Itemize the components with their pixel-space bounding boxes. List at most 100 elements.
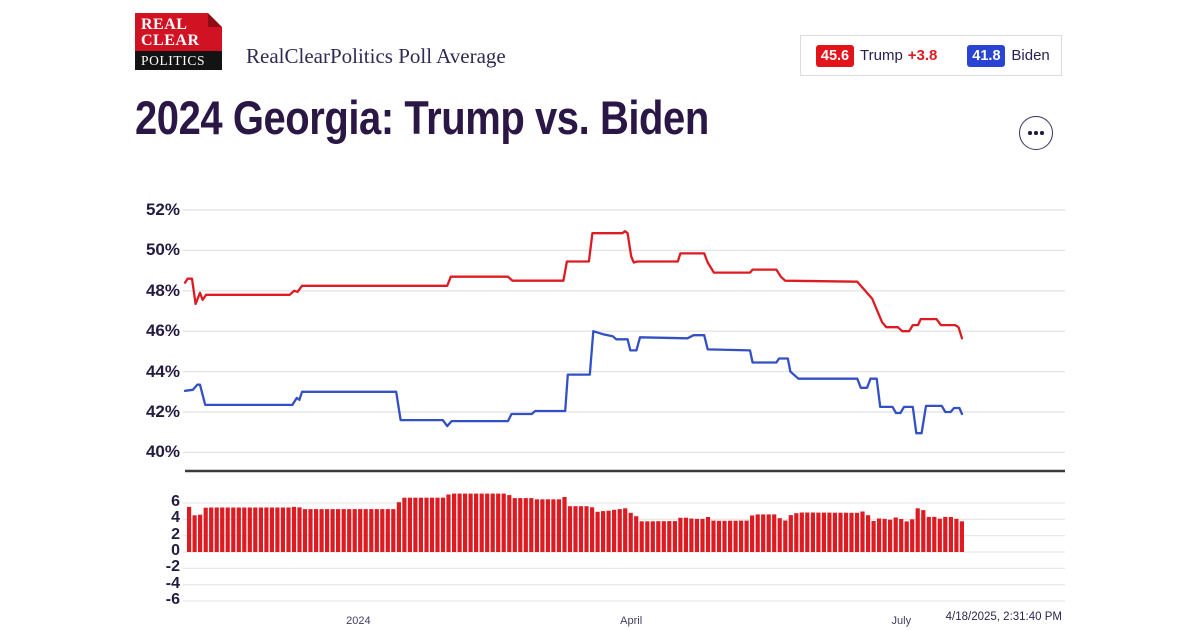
y-tick-label: 2 [171,525,180,543]
spread-bar [595,511,600,552]
spread-bar [645,521,650,552]
spread-bar [722,520,727,552]
spread-bar [899,519,904,552]
biden-value-badge: 41.8 [967,44,1006,67]
spread-bar [849,512,854,552]
spread-bar [247,507,252,552]
y-tick-label: 48% [145,280,180,300]
spread-bar [562,497,567,552]
spread-bar [402,497,407,552]
spread-bar [617,509,622,552]
spread-bar [601,511,606,552]
spread-bar [203,507,208,552]
spread-bar [297,507,302,552]
spread-bar [816,512,821,552]
y-tick-label: 50% [145,240,180,260]
spread-bar [424,497,429,552]
logo-line3: POLITICS [135,51,222,70]
spread-bar [573,506,578,552]
x-tick-label: 2024 [346,615,371,627]
spread-bar [187,506,192,552]
spread-bar [871,521,876,552]
spread-bar [396,502,401,552]
y-tick-label: 40% [145,442,180,462]
spread-bar [772,514,777,552]
logo-line1: REAL [141,16,188,33]
legend-item-biden: 41.8 Biden [967,44,1050,67]
spread-bar [413,497,418,552]
spread-bar [672,521,677,552]
spread-bar [280,507,285,552]
spread-bar [799,512,804,552]
logo-line2: CLEAR [141,32,200,49]
spread-bar [711,520,716,552]
spread-bar [606,510,611,552]
spread-bar [832,512,837,552]
spread-bar [198,514,203,552]
spread-bar [220,507,225,552]
spread-bar [578,506,584,552]
spread-bar [369,509,374,552]
spread-bar [501,493,506,552]
y-tick-label: 0 [171,542,180,559]
spread-bar [783,520,788,552]
spread-bar [705,517,711,552]
spread-bar [567,506,573,552]
spread-bar [523,498,528,552]
spread-bar [429,497,435,552]
spread-bar [639,521,644,552]
spread-bar [391,509,396,552]
spread-bar [683,517,688,552]
spread-bar [446,494,451,552]
spread-bar [463,493,468,552]
spread-bar [915,508,920,552]
y-tick-label: 4 [171,509,180,527]
spread-bar [733,520,738,552]
spread-bar [358,509,363,552]
spread-bar [529,498,534,552]
spread-bar [242,507,247,552]
trump-label: Trump [860,47,903,64]
spread-bar [843,512,849,552]
spread-bar [755,514,760,552]
legend-box: 45.6 Trump +3.8 41.8 Biden [800,35,1062,76]
spread-bar [650,521,655,552]
spread-bar [888,519,893,552]
spread-bar [556,499,561,552]
trump-poll-line [183,230,964,340]
more-options-button[interactable] [1019,116,1053,150]
spread-bar [805,512,810,552]
spread-bar [678,517,683,552]
spread-bar [744,520,749,552]
spread-bar [821,512,826,552]
spread-bar [336,509,341,552]
spread-bar [877,518,882,552]
spread-bar [380,509,385,552]
spread-bar [904,521,909,552]
biden-poll-line [183,330,964,435]
spread-bar [440,497,446,552]
y-tick-label: 44% [145,361,180,381]
spread-bar [545,499,550,552]
y-tick-label: 42% [145,402,180,421]
spread-bar [584,506,589,552]
spread-bar [512,498,517,552]
spread-bar [308,509,313,552]
spread-bar [926,516,931,552]
spread-bar [485,493,490,552]
spread-bar [225,507,230,552]
spread-bar [214,507,219,552]
spread-bar [700,518,705,552]
spread-bar [363,509,368,552]
spread-bar [325,509,330,552]
spread-bar [374,509,379,552]
spread-bar [435,497,440,552]
ellipsis-icon [1028,131,1032,135]
spread-bar [418,497,423,552]
spread-bar [612,509,617,552]
spread-bar [854,512,860,552]
spread-bar [347,509,352,552]
spread-bar [534,499,539,552]
spread-bar [275,507,280,552]
